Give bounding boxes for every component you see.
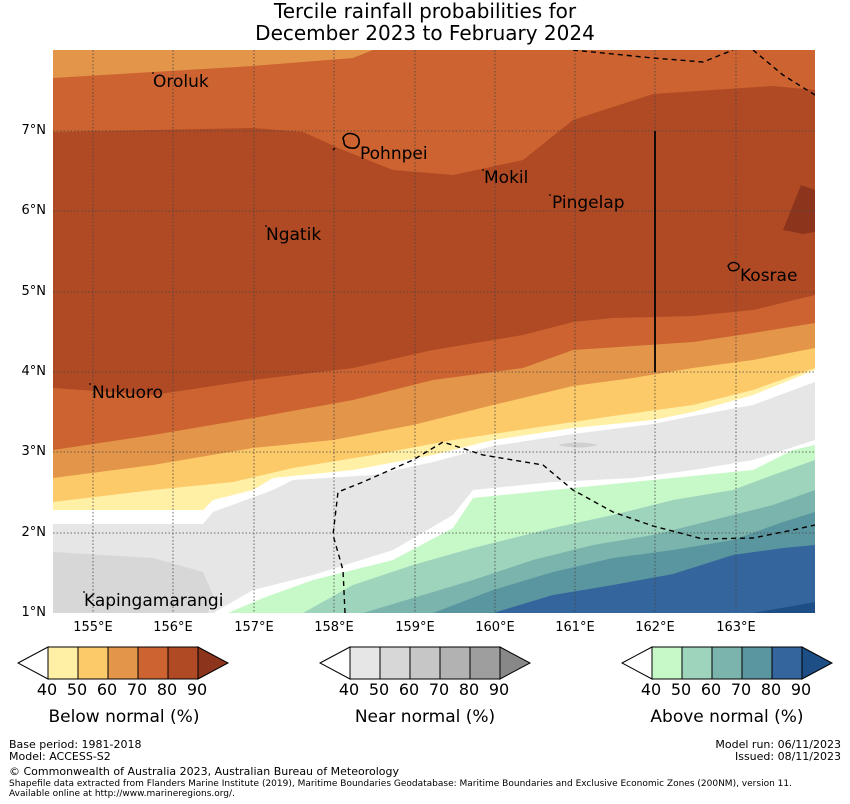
place-label-mokil: Mokil	[484, 168, 529, 188]
colorbar-swatch	[107, 646, 139, 680]
kosrae-island-outline	[727, 261, 740, 272]
above-normal-swatches	[651, 646, 803, 680]
colorbar-swatch	[349, 646, 381, 680]
colorbar-swatch	[77, 646, 109, 680]
tick-label: 70	[126, 680, 148, 699]
lon-label: 160°E	[475, 620, 515, 635]
tick-label: 50	[670, 680, 692, 699]
colorbar-swatch	[379, 646, 411, 680]
pohnpei-islet	[332, 147, 336, 151]
colorbar-swatch	[771, 646, 803, 680]
base-period: Base period: 1981-2018	[9, 738, 142, 751]
lat-label: 1°N	[21, 605, 47, 620]
eez-boundary-south	[332, 441, 815, 613]
near-normal-arrow-high	[499, 646, 532, 680]
tick-label: 90	[186, 680, 208, 699]
probability-map	[53, 50, 815, 613]
copyright-notice: © Commonwealth of Australia 2023, Austra…	[9, 765, 399, 778]
tick-label: 40	[640, 680, 662, 699]
chart-title-line1: Tercile rainfall probabilities for	[273, 0, 577, 23]
near-normal-arrow-low	[319, 646, 351, 680]
lon-label: 156°E	[153, 620, 193, 635]
place-label-oroluk: Oroluk	[153, 72, 209, 92]
near-50-patch	[558, 442, 598, 448]
tick-label: 80	[760, 680, 782, 699]
below-normal-arrow-low	[17, 646, 49, 680]
lat-label: 6°N	[21, 203, 47, 218]
eez-boundary-northeast	[752, 50, 815, 96]
pohnpei-island-outline	[342, 132, 360, 149]
above-normal-arrow-high	[801, 646, 834, 680]
tick-label: 60	[96, 680, 118, 699]
eez-boundary-north	[572, 50, 734, 63]
tick-label: 80	[458, 680, 480, 699]
lon-label: 159°E	[395, 620, 435, 635]
colorbar-swatch	[439, 646, 471, 680]
colorbar-swatch	[711, 646, 743, 680]
tick-label: 90	[488, 680, 510, 699]
place-label-pohnpei: Pohnpei	[360, 144, 428, 164]
lat-label: 5°N	[21, 284, 47, 299]
tick-label: 50	[368, 680, 390, 699]
below-90-patch	[783, 185, 815, 234]
lon-label: 158°E	[314, 620, 354, 635]
tick-label: 60	[398, 680, 420, 699]
colorbar-swatch	[469, 646, 501, 680]
tick-label: 70	[730, 680, 752, 699]
atoll-dots	[83, 72, 551, 593]
colorbar-swatch	[651, 646, 683, 680]
lon-label: 162°E	[635, 620, 675, 635]
map-canvas	[53, 50, 815, 613]
lon-label: 157°E	[234, 620, 274, 635]
tick-label: 80	[156, 680, 178, 699]
chart-title-line2: December 2023 to February 2024	[255, 21, 595, 45]
colorbar-swatch	[741, 646, 773, 680]
above-80-region	[493, 545, 815, 613]
tick-label: 50	[66, 680, 88, 699]
lat-label: 7°N	[21, 123, 47, 138]
above-90-region	[753, 602, 815, 613]
below-70-north-region	[53, 50, 815, 175]
above-normal-arrow-low	[621, 646, 653, 680]
near-normal-title: Near normal (%)	[354, 707, 496, 727]
tick-label: 90	[790, 680, 812, 699]
near-normal-swatches	[349, 646, 501, 680]
tick-label: 40	[338, 680, 360, 699]
below-60-north-region	[53, 50, 373, 78]
near-normal-colorbar	[319, 646, 532, 680]
place-label-kapingamarangi: Kapingamarangi	[84, 591, 224, 611]
above-normal-colorbar	[621, 646, 834, 680]
below-normal-arrow-high	[197, 646, 230, 680]
tick-label: 40	[36, 680, 58, 699]
tick-label: 60	[700, 680, 722, 699]
place-label-kosrae: Kosrae	[740, 266, 798, 286]
place-label-pingelap: Pingelap	[552, 193, 625, 213]
lon-label: 155°E	[73, 620, 113, 635]
colorbar-swatch	[47, 646, 79, 680]
place-label-nukuoro: Nukuoro	[92, 383, 164, 403]
lat-label: 4°N	[21, 364, 47, 379]
lon-label: 161°E	[555, 620, 595, 635]
colorbar-swatch	[681, 646, 713, 680]
below-normal-colorbar	[17, 646, 230, 680]
model-run: Model run: 06/11/2023	[715, 738, 841, 751]
below-normal-swatches	[47, 646, 199, 680]
lat-label: 3°N	[21, 444, 47, 459]
near-50-region	[53, 552, 213, 613]
below-normal-title: Below normal (%)	[48, 707, 200, 727]
tick-label: 70	[428, 680, 450, 699]
above-normal-title: Above normal (%)	[650, 707, 804, 727]
place-label-ngatik: Ngatik	[266, 225, 322, 245]
colorbar-swatch	[167, 646, 199, 680]
lon-label: 163°E	[716, 620, 756, 635]
colorbar-swatch	[137, 646, 169, 680]
colorbar-swatch	[409, 646, 441, 680]
model-name: Model: ACCESS-S2	[9, 750, 111, 763]
issued-date: Issued: 08/11/2023	[734, 750, 841, 763]
lat-label: 2°N	[21, 525, 47, 540]
shapefile-url: Available online at http://www.marinereg…	[9, 789, 235, 799]
shapefile-credit: Shapefile data extracted from Flanders M…	[9, 779, 792, 789]
